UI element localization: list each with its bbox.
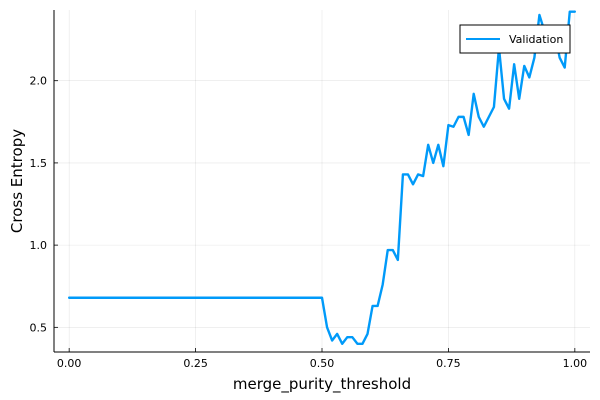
series-lines: [67, 10, 577, 345]
y-tick-label: 1.5: [30, 157, 48, 170]
y-axis-label: Cross Entropy: [8, 129, 26, 233]
legend-label-validation: Validation: [509, 33, 563, 46]
x-tick-label: 0.25: [183, 357, 208, 370]
x-tick-label: 0.50: [310, 357, 335, 370]
x-tick-labels: 0.00 0.25 0.50 0.75 1.00: [57, 348, 587, 370]
y-tick-label: 0.5: [30, 321, 48, 334]
x-tick-label: 0.00: [57, 357, 82, 370]
y-tick-labels: 0.5 1.0 1.5 2.0: [30, 75, 58, 334]
x-tick-label: 0.75: [436, 357, 461, 370]
x-tick-label: 1.00: [563, 357, 588, 370]
y-tick-label: 2.0: [30, 75, 48, 88]
x-axis-label: merge_purity_threshold: [233, 375, 411, 394]
legend: Validation: [459, 24, 571, 54]
series-line-validation: [67, 10, 577, 345]
grid-lines: [54, 10, 590, 352]
y-tick-label: 1.0: [30, 239, 48, 252]
